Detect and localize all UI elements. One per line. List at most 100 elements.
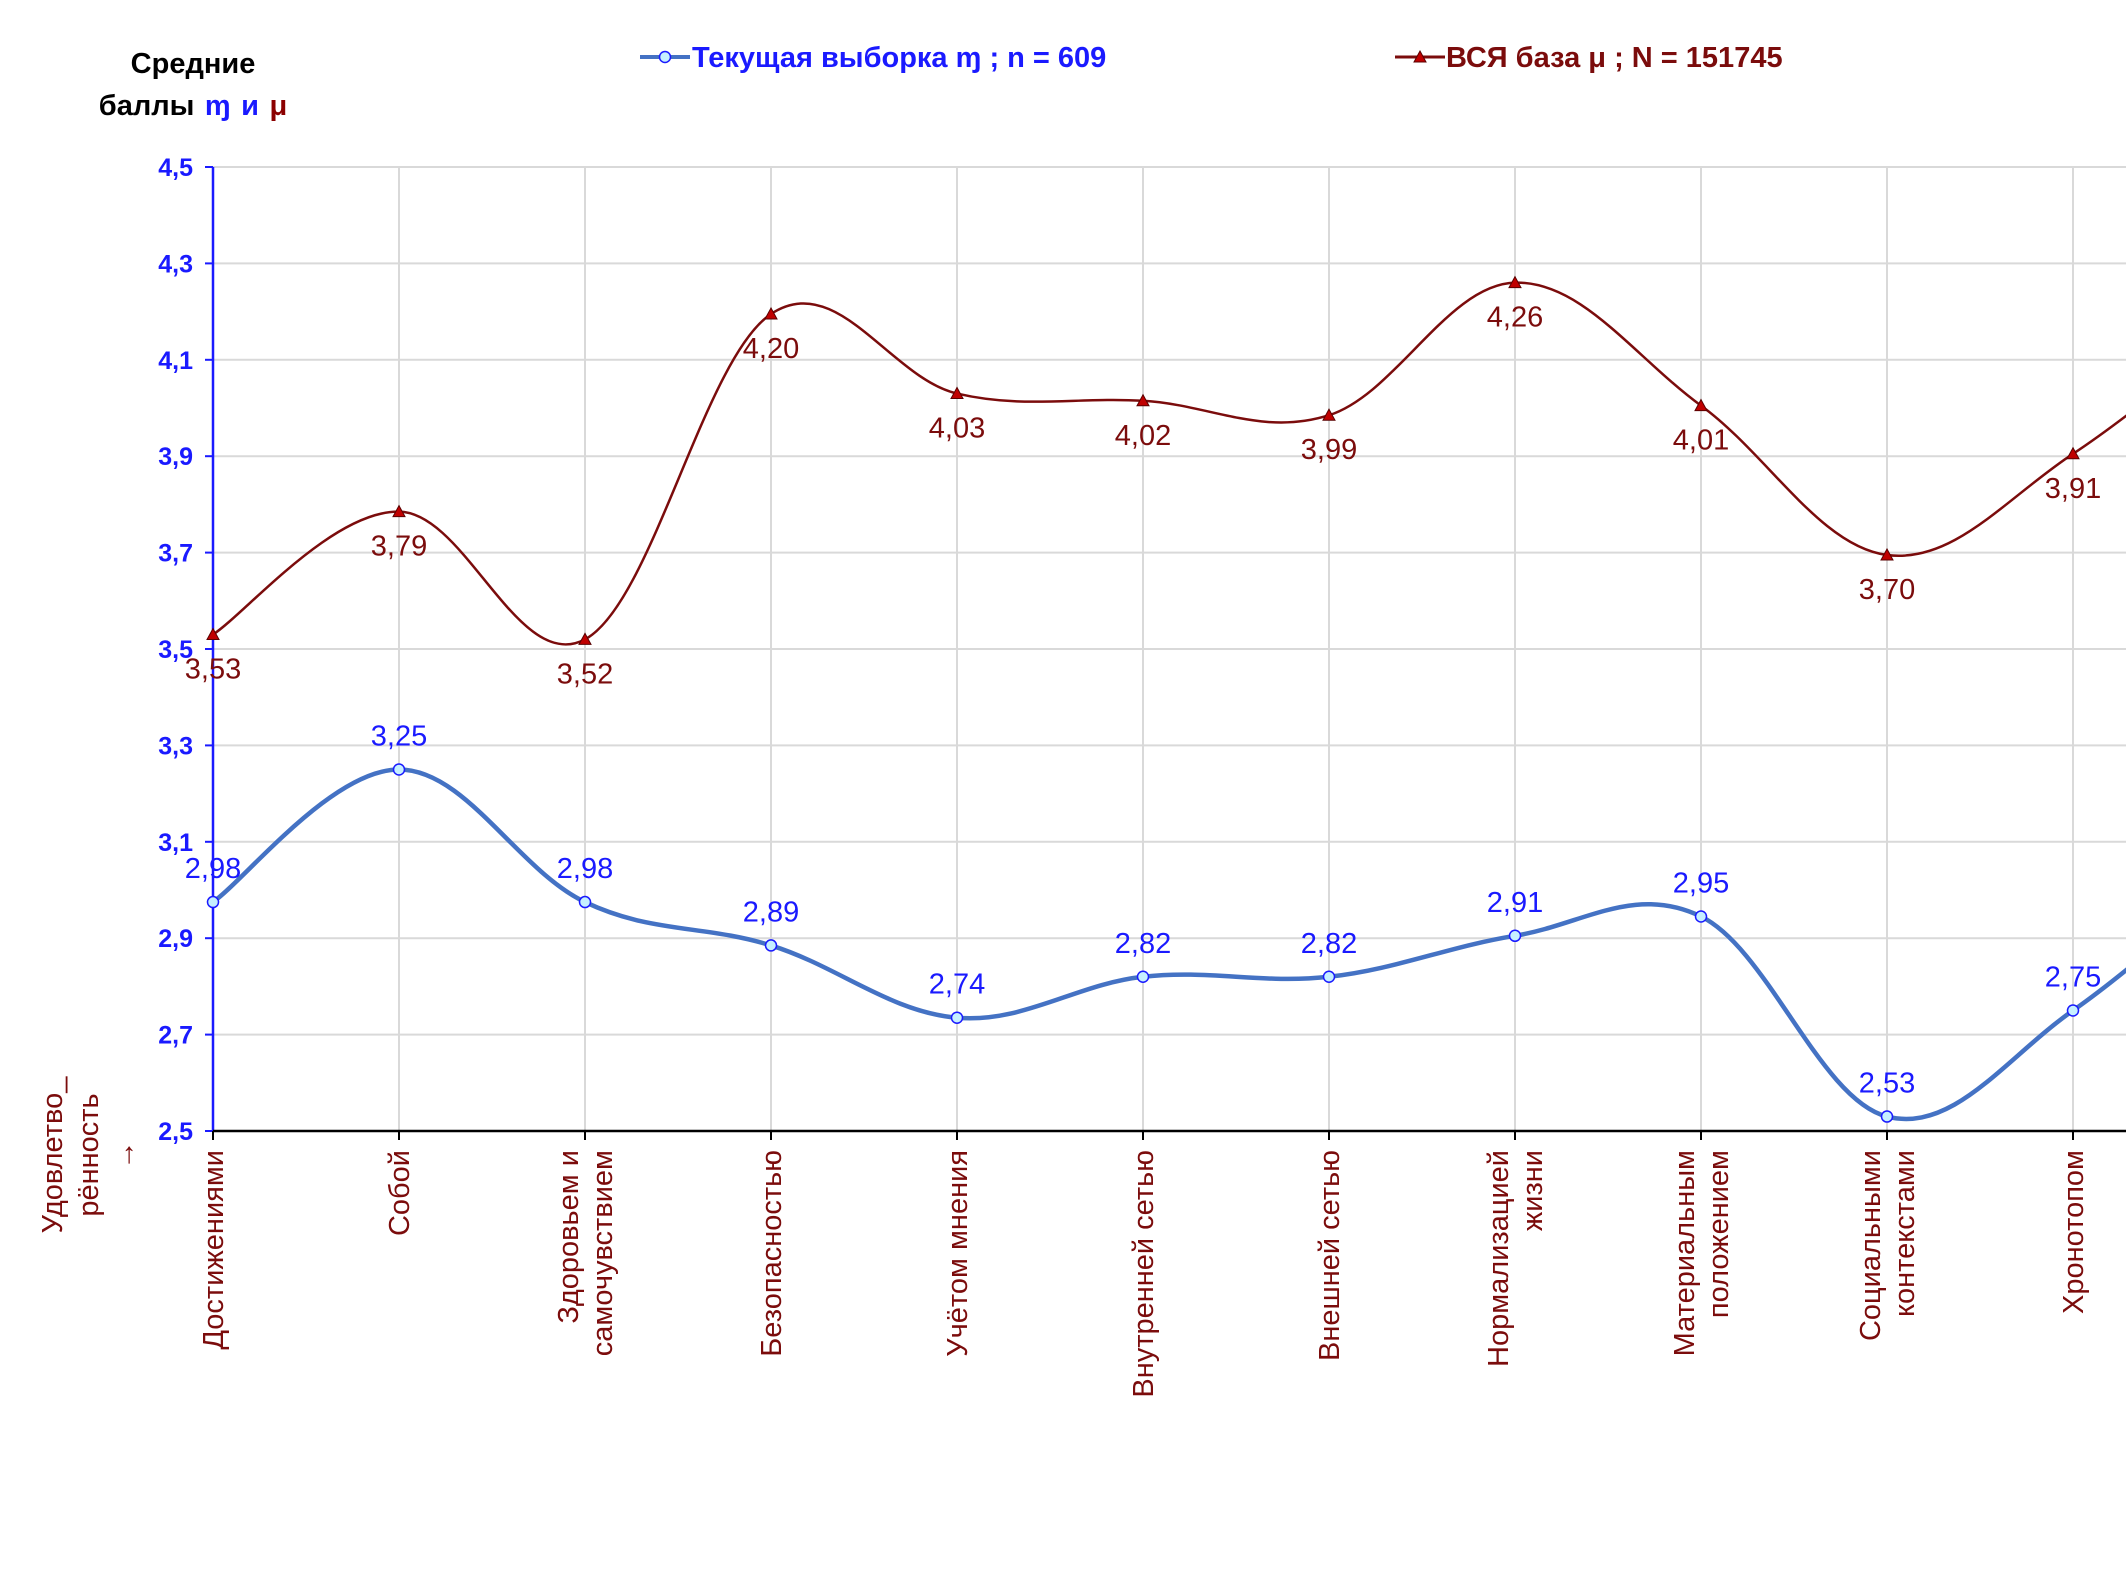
data-point-sample bbox=[2066, 1004, 2080, 1017]
legend-item-sample: Текущая выборка ɱ ; n = 609 bbox=[640, 42, 1106, 74]
x-category-label-line: Внутренней сетью bbox=[1128, 1150, 1160, 1398]
x-category-label: Нормализацией жизни bbox=[1483, 1150, 1549, 1367]
data-label-sample: 2,53 bbox=[1859, 1068, 1915, 1100]
y-tick-label: 4,1 bbox=[158, 347, 193, 375]
data-label-base: 4,20 bbox=[743, 333, 799, 365]
y-tick-label: 4,5 bbox=[158, 154, 193, 182]
x-category-label-line: Материальным bbox=[1669, 1150, 1701, 1356]
y-axis-title-line-1: Средние bbox=[131, 48, 256, 80]
gridlines bbox=[213, 166, 2126, 1131]
x-category-labels: Достижениями Собой Здоровьем и самочувствие… bbox=[198, 1150, 2090, 1398]
data-labels: 3,53 3,79 3,52 4,20 4,03 4,02 3,99 4,26 4,01 3,70… bbox=[185, 302, 2101, 1100]
series bbox=[206, 275, 2126, 1123]
y-axis-title-word: баллы bbox=[99, 90, 195, 122]
data-label-sample: 3,25 bbox=[371, 721, 427, 753]
y-tick-label: 3,1 bbox=[158, 829, 193, 857]
data-label-base: 3,79 bbox=[371, 531, 427, 563]
data-point-base bbox=[1694, 398, 1708, 412]
data-label-base: 3,53 bbox=[185, 654, 241, 686]
x-category-label: Здоровьем и самочувствием bbox=[553, 1150, 619, 1356]
data-label-base: 3,99 bbox=[1301, 434, 1357, 466]
data-label-sample: 2,82 bbox=[1301, 928, 1357, 960]
x-category-label-line: Безопасностью bbox=[756, 1150, 788, 1357]
data-point-sample bbox=[1694, 910, 1708, 923]
data-label-sample: 2,82 bbox=[1115, 928, 1171, 960]
x-category-label-line: самочувствием bbox=[587, 1150, 619, 1356]
data-label-base: 3,52 bbox=[557, 658, 613, 690]
data-point-base bbox=[392, 504, 406, 518]
y-axis-title-sample-symbol: ɱ bbox=[205, 90, 231, 122]
data-label-base: 4,02 bbox=[1115, 420, 1171, 452]
legend: Текущая выборка ɱ ; n = 609 ВСЯ база μ ;… bbox=[640, 42, 1783, 74]
data-point-sample bbox=[206, 895, 220, 909]
x-category-label: Безопасностью bbox=[756, 1150, 788, 1357]
y-tick-label: 3,5 bbox=[158, 636, 193, 664]
legend-label-base: ВСЯ база μ ; N = 151745 bbox=[1446, 42, 1783, 74]
x-category-label-line: Нормализацией bbox=[1483, 1150, 1515, 1367]
x-axis-title-line: → bbox=[109, 1141, 141, 1170]
x-axis-title: Удовлетво_ рённость → bbox=[37, 1076, 141, 1234]
data-point-sample bbox=[392, 763, 406, 776]
data-point-sample bbox=[950, 1011, 964, 1024]
data-label-sample: 2,98 bbox=[557, 853, 613, 885]
x-category-label-line: Достижениями bbox=[198, 1150, 230, 1350]
x-category-label: Собой bbox=[384, 1150, 416, 1236]
data-label-base: 4,01 bbox=[1673, 425, 1729, 457]
legend-marker-base bbox=[1413, 49, 1427, 63]
data-point-base bbox=[1136, 393, 1150, 407]
data-label-sample: 2,75 bbox=[2045, 962, 2101, 994]
x-category-label-line: Хронотопом bbox=[2058, 1150, 2090, 1314]
y-tick-label: 4,3 bbox=[158, 250, 193, 278]
x-category-label-line: положением bbox=[1703, 1150, 1735, 1318]
y-tick-label: 3,7 bbox=[158, 540, 193, 568]
x-category-label: Материальным положением bbox=[1669, 1150, 1735, 1356]
data-label-sample: 2,95 bbox=[1673, 868, 1729, 900]
axes bbox=[205, 166, 2126, 1140]
data-point-sample bbox=[1880, 1110, 1894, 1123]
x-category-label-line: Социальными bbox=[1855, 1150, 1887, 1341]
x-category-label-line: Внешней сетью bbox=[1314, 1150, 1346, 1361]
x-category-label-line: Здоровьем и bbox=[553, 1150, 585, 1324]
data-point-sample bbox=[1508, 929, 1522, 943]
y-tick-label: 3,3 bbox=[158, 732, 193, 760]
x-category-label: Достижениями bbox=[198, 1150, 230, 1350]
data-point-base bbox=[764, 306, 778, 320]
legend-marker-sample bbox=[658, 50, 672, 64]
data-label-base: 3,91 bbox=[2045, 473, 2101, 505]
data-point-base bbox=[2066, 446, 2080, 460]
y-axis-title: Средние баллы ɱ и μ bbox=[99, 48, 287, 122]
data-point-sample bbox=[1322, 970, 1336, 984]
y-axis-title-line-2: баллы ɱ и μ bbox=[99, 90, 287, 122]
data-point-base bbox=[950, 386, 964, 400]
y-tick-label: 2,5 bbox=[158, 1118, 193, 1146]
legend-item-base: ВСЯ база μ ; N = 151745 bbox=[1395, 42, 1783, 74]
data-label-sample: 2,91 bbox=[1487, 887, 1543, 919]
y-tick-labels: 2,5 2,7 2,9 3,1 3,3 3,5 3,7 3,9 4,1 4,3 4,5 bbox=[158, 154, 193, 1146]
data-label-sample: 2,74 bbox=[929, 969, 985, 1001]
data-label-base: 4,03 bbox=[929, 413, 985, 445]
y-tick-label: 2,7 bbox=[158, 1022, 193, 1050]
data-point-sample bbox=[578, 895, 592, 909]
data-point-base bbox=[206, 627, 220, 641]
x-category-label: Внешней сетью bbox=[1314, 1150, 1346, 1361]
x-category-label-line: контекстами bbox=[1889, 1150, 1921, 1317]
series-line-base bbox=[212, 281, 2126, 646]
y-tick-label: 2,9 bbox=[158, 925, 193, 953]
data-point-base bbox=[578, 632, 592, 645]
data-label-base: 3,70 bbox=[1859, 574, 1915, 606]
series-line-sample bbox=[211, 767, 2126, 1122]
data-point-base bbox=[1508, 275, 1522, 289]
x-category-label: Учётом мнения bbox=[942, 1150, 974, 1357]
x-category-label-line: Собой bbox=[384, 1150, 416, 1236]
x-category-label: Внутренней сетью bbox=[1128, 1150, 1160, 1398]
x-category-label: Хронотопом bbox=[2058, 1150, 2090, 1314]
x-axis-title-line: Удовлетво_ bbox=[37, 1076, 69, 1234]
data-point-sample bbox=[764, 939, 778, 952]
x-axis-title-line: рённость bbox=[73, 1093, 105, 1216]
data-point-base bbox=[1880, 547, 1894, 561]
data-point-base bbox=[1322, 408, 1336, 421]
data-label-sample: 2,98 bbox=[185, 853, 241, 885]
y-tick-label: 3,9 bbox=[158, 443, 193, 471]
data-point-sample bbox=[1136, 970, 1150, 984]
